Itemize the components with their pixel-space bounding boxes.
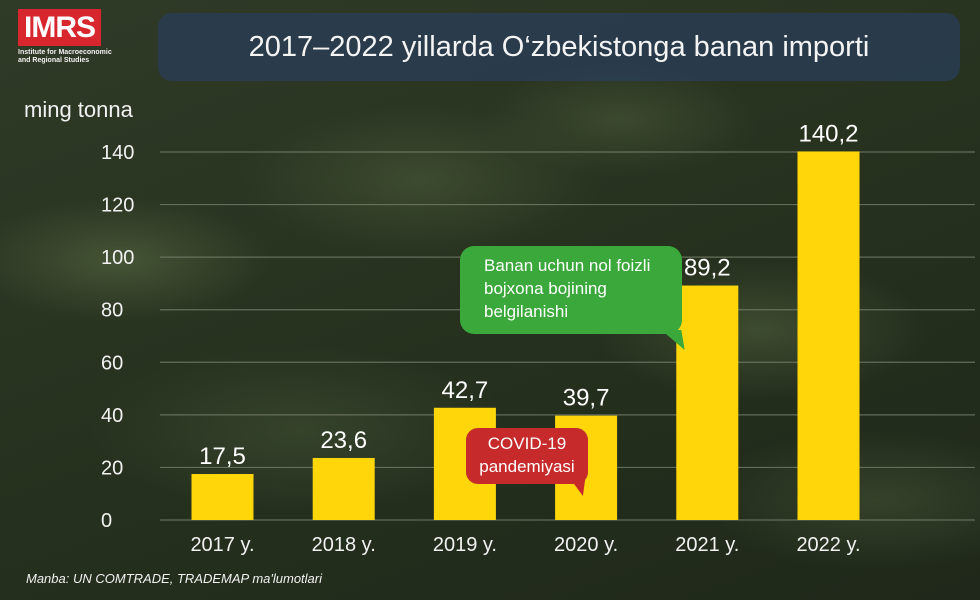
bar-0	[191, 474, 254, 520]
data-label-3: 39,7	[563, 385, 610, 412]
logo-mark: IMRS	[18, 9, 101, 46]
x-category-label-5: 2022 y.	[796, 534, 860, 556]
data-label-4: 89,2	[684, 255, 731, 282]
y-tick-label-140: 140	[101, 142, 134, 164]
y-tick-label-100: 100	[101, 247, 134, 269]
chart-title-bar: 2017–2022 yillarda O‘zbekistonga banan i…	[158, 13, 960, 81]
data-label-2: 42,7	[442, 377, 489, 404]
covid-callout: COVID-19 pandemiyasi	[466, 428, 588, 484]
source-note: Manba: UN COMTRADE, TRADEMAP ma'lumotlar…	[26, 571, 322, 586]
y-tick-label-0: 0	[101, 510, 112, 532]
imrs-logo: IMRS Institute for Macroeconomic and Reg…	[18, 9, 126, 65]
y-tick-label-120: 120	[101, 195, 134, 217]
y-tick-label-80: 80	[101, 300, 123, 322]
x-category-label-4: 2021 y.	[675, 534, 739, 556]
chart-title: 2017–2022 yillarda O‘zbekistonga banan i…	[248, 30, 870, 63]
zero-tariff-callout: Banan uchun nol foizli bojxona bojining …	[460, 246, 682, 334]
x-category-label-3: 2020 y.	[554, 534, 618, 556]
y-axis-unit-label: ming tonna	[24, 97, 133, 122]
bar-1	[312, 457, 375, 520]
y-tick-label-60: 60	[101, 352, 123, 374]
bar-5	[797, 151, 860, 520]
data-label-1: 23,6	[320, 427, 367, 454]
x-category-label-0: 2017 y.	[190, 534, 254, 556]
x-category-label-2: 2019 y.	[433, 534, 497, 556]
y-tick-label-20: 20	[101, 457, 123, 479]
data-label-0: 17,5	[199, 443, 246, 470]
logo-subtitle: Institute for Macroeconomic and Regional…	[18, 49, 112, 64]
bar-4	[676, 285, 739, 520]
y-tick-label-40: 40	[101, 405, 123, 427]
x-category-label-1: 2018 y.	[312, 534, 376, 556]
data-label-5: 140,2	[798, 120, 858, 147]
